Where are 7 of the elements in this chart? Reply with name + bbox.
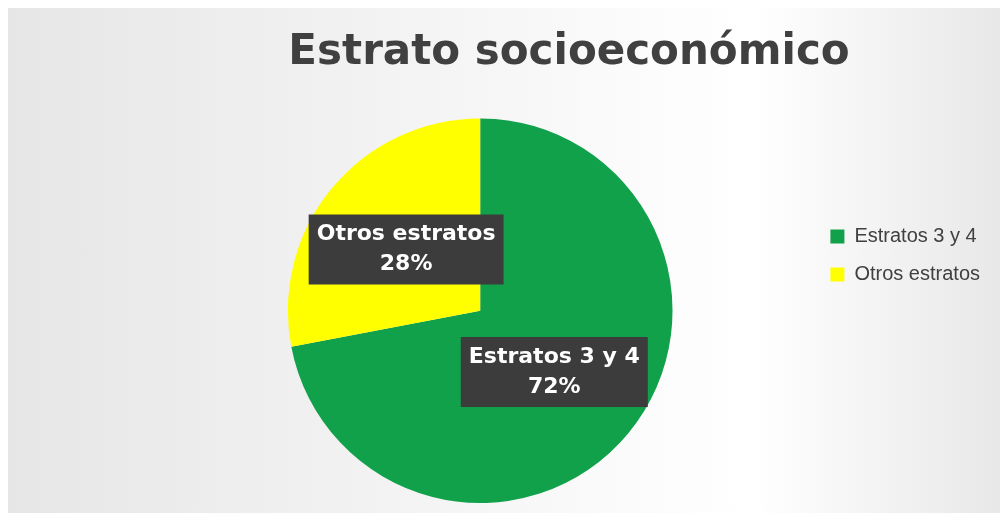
slice-label: Otros estratos [316, 220, 496, 246]
slice-label: Estratos 3 y 4 [468, 342, 640, 368]
legend-label: Estratos 3 y 4 [854, 224, 977, 247]
legend-label: Otros estratos [854, 262, 981, 285]
chart-title: Estrato socioeconómico [288, 25, 850, 75]
data-label: 72% [527, 372, 581, 398]
data-label: 28% [379, 250, 433, 276]
